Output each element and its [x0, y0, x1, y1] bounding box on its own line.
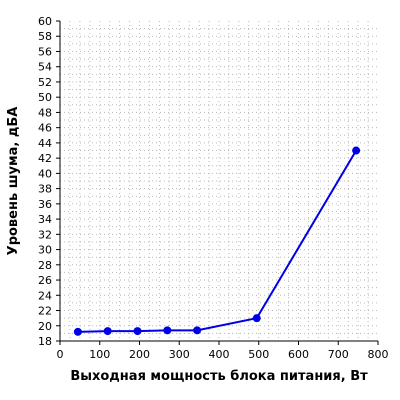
y-tick-label: 20 [38, 320, 52, 333]
x-tick-label: 800 [368, 348, 389, 361]
x-tick-labels: 0 100 200 300 400 500 600 700 800 [57, 348, 389, 361]
y-tick-label: 44 [38, 137, 52, 150]
y-tick-label: 32 [38, 228, 52, 241]
axes [56, 20, 379, 345]
data-point [73, 327, 82, 336]
x-tick-label: 600 [288, 348, 309, 361]
y-tick-labels: 18 20 22 24 26 28 30 32 34 36 38 40 42 44 46 48 50 52 54 56… [38, 15, 52, 348]
y-tick-label: 22 [38, 305, 52, 318]
y-tick-label: 46 [38, 122, 52, 135]
y-tick-label: 38 [38, 183, 52, 196]
x-tick-label: 100 [89, 348, 110, 361]
y-tick-label: 30 [38, 244, 52, 257]
y-tick-label: 50 [38, 91, 52, 104]
x-tick-label: 400 [209, 348, 230, 361]
y-tick-label: 34 [38, 213, 52, 226]
x-tick-label: 500 [248, 348, 269, 361]
y-tick-label: 60 [38, 15, 52, 28]
y-tick-label: 18 [38, 335, 52, 348]
y-tick-label: 54 [38, 61, 52, 74]
y-axis-label: Уровень шума, дБА [6, 107, 21, 256]
data-point [193, 326, 202, 335]
series-layer [73, 146, 361, 336]
data-point [103, 327, 112, 336]
y-tick-label: 40 [38, 167, 52, 180]
y-tick-label: 24 [38, 289, 52, 302]
y-tick-label: 58 [38, 30, 52, 43]
grid-lines [60, 21, 378, 341]
data-point [252, 314, 261, 323]
y-tick-label: 48 [38, 106, 52, 119]
y-tick-label: 56 [38, 45, 52, 58]
x-axis-label: Выходная мощность блока питания, Вт [70, 369, 368, 384]
y-tick-label: 52 [38, 76, 52, 89]
y-tick-label: 36 [38, 198, 52, 211]
y-tick-label: 26 [38, 274, 52, 287]
y-tick-label: 28 [38, 259, 52, 272]
x-tick-label: 700 [328, 348, 349, 361]
data-point [163, 326, 172, 335]
data-point [352, 146, 361, 155]
x-tick-label: 300 [169, 348, 190, 361]
x-tick-label: 200 [129, 348, 150, 361]
y-tick-label: 42 [38, 152, 52, 165]
x-tick-label: 0 [57, 348, 64, 361]
data-point [133, 327, 142, 336]
